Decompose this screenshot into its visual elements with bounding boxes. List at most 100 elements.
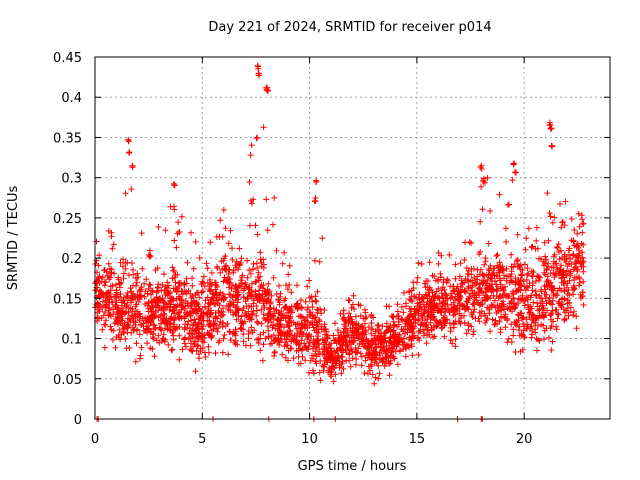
data-point (311, 257, 318, 264)
data-point (541, 239, 548, 246)
data-point (175, 219, 182, 226)
data-point (232, 326, 239, 333)
data-point (277, 293, 283, 300)
data-point (233, 304, 240, 310)
data-point (247, 222, 253, 229)
data-point (394, 301, 401, 308)
data-point (208, 333, 215, 340)
data-point (415, 316, 422, 323)
data-point (273, 306, 280, 313)
data-point (461, 303, 468, 310)
data-point (122, 303, 129, 310)
data-point (212, 350, 219, 357)
data-point (306, 369, 312, 376)
data-point (457, 283, 464, 290)
data-point (191, 300, 198, 307)
data-point (456, 310, 463, 317)
data-point (416, 337, 423, 344)
data-point (525, 225, 532, 232)
data-point (545, 334, 552, 341)
data-point (487, 295, 494, 301)
data-point (452, 311, 459, 318)
data-point (400, 342, 407, 349)
data-point (515, 300, 522, 307)
data-point (192, 368, 199, 375)
data-point (415, 351, 422, 358)
data-point (571, 227, 578, 233)
data-point (328, 365, 335, 372)
data-point (556, 249, 562, 255)
data-point (461, 288, 468, 295)
data-point (373, 360, 380, 367)
data-point (415, 294, 422, 301)
data-point (477, 266, 484, 273)
data-point (528, 314, 535, 321)
data-point (248, 142, 255, 149)
data-point (573, 260, 580, 267)
data-point (505, 335, 512, 342)
data-point (167, 304, 174, 311)
data-point (230, 299, 237, 306)
data-point (290, 355, 297, 362)
data-point (127, 285, 134, 292)
data-point (433, 318, 440, 325)
data-point (556, 300, 563, 307)
data-point (367, 367, 373, 374)
data-point (481, 297, 488, 304)
data-point (335, 332, 342, 339)
data-point (340, 365, 347, 372)
data-point (324, 332, 331, 339)
data-point (207, 323, 214, 330)
data-point (561, 288, 568, 295)
data-point (120, 275, 127, 282)
data-point (222, 323, 229, 329)
data-point (559, 254, 565, 261)
data-point (391, 321, 398, 328)
data-point (142, 301, 148, 307)
data-point (155, 224, 162, 230)
data-point (496, 259, 503, 266)
data-point (299, 324, 306, 331)
data-point (169, 275, 176, 282)
data-point (271, 352, 277, 359)
data-point (390, 327, 397, 334)
data-point (295, 313, 302, 320)
data-point (348, 346, 355, 353)
data-point (188, 340, 194, 347)
data-point (226, 291, 232, 298)
data-point (383, 323, 390, 330)
data-point (129, 260, 135, 266)
data-point (181, 326, 188, 333)
data-point (142, 288, 149, 295)
data-point (476, 318, 483, 325)
data-point (190, 265, 197, 272)
data-point (118, 279, 125, 286)
data-point (295, 360, 302, 367)
data-point (171, 267, 178, 274)
data-point (447, 337, 454, 344)
data-point (172, 271, 179, 278)
data-point (205, 343, 212, 350)
data-point (530, 317, 536, 324)
data-point (477, 218, 484, 225)
data-point (297, 304, 304, 311)
data-point (488, 275, 495, 282)
data-point (308, 293, 315, 300)
data-point (160, 271, 167, 278)
data-point (99, 326, 106, 333)
data-point (108, 269, 115, 276)
data-point (548, 142, 555, 149)
data-point (535, 315, 542, 322)
data-point (99, 274, 106, 281)
data-point (316, 340, 323, 347)
data-point (319, 235, 326, 242)
data-point (152, 325, 159, 332)
data-point (566, 292, 573, 299)
data-point (407, 310, 414, 317)
y-tick-label: 0 (74, 413, 82, 428)
data-point (448, 290, 455, 297)
data-point (241, 285, 248, 292)
data-point (399, 316, 406, 323)
data-point (563, 284, 570, 291)
data-point (150, 314, 157, 321)
